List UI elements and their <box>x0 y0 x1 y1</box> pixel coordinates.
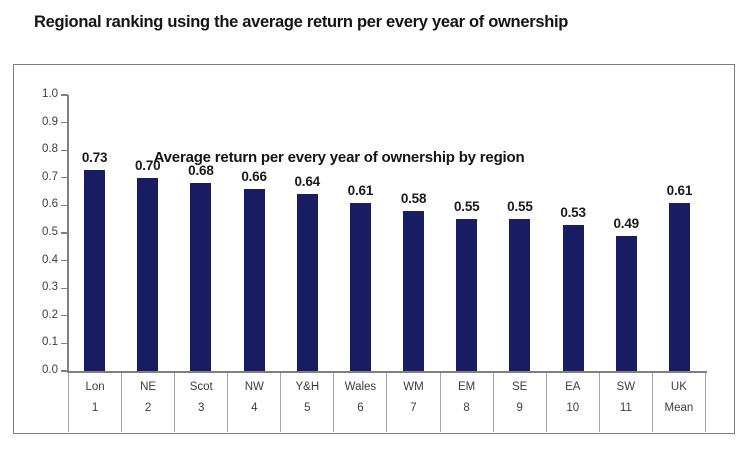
x-category-rank: Mean <box>664 401 694 414</box>
bar-value-label: 0.64 <box>294 174 321 189</box>
bar-value-label: 0.49 <box>613 216 640 231</box>
y-tick-label: 0.4 <box>42 253 58 266</box>
y-tick-mark <box>61 94 68 96</box>
bar-NW <box>243 189 265 371</box>
bar-value-label: 0.66 <box>241 169 267 184</box>
y-tick-mark <box>61 370 68 372</box>
page-title: Regional ranking using the average retur… <box>34 13 569 31</box>
x-category-rank: 6 <box>357 401 364 414</box>
x-category-cell-Wales: Wales 6 <box>333 372 386 432</box>
y-tick-label: 0.5 <box>42 226 58 238</box>
bar-Scot <box>190 183 212 371</box>
bar-WM <box>403 211 425 371</box>
bar-Wales <box>349 203 371 371</box>
bar-value-label: 0.61 <box>347 183 374 198</box>
x-category-name: UK <box>670 380 687 393</box>
bar-SW <box>615 236 637 371</box>
bar-EA <box>562 225 584 371</box>
x-category-rank: 4 <box>251 401 258 414</box>
bar-UK <box>668 203 690 371</box>
y-tick-mark <box>61 315 68 317</box>
x-category-rank: 7 <box>410 401 417 414</box>
x-category-name: SW <box>616 380 636 393</box>
x-category-cell-Scot: Scot 3 <box>174 372 227 432</box>
y-tick-label: 0.0 <box>42 364 58 376</box>
x-category-name: Y&H <box>295 380 320 393</box>
x-category-name: Lon <box>85 380 105 393</box>
x-axis-line <box>67 371 707 373</box>
y-tick-label: 0.7 <box>42 170 58 183</box>
x-category-cell-UK: UK Mean <box>651 372 706 432</box>
bar-value-label: 0.53 <box>560 205 586 220</box>
x-category-name: WM <box>403 380 424 393</box>
y-axis-line <box>67 95 69 372</box>
x-category-name: NW <box>244 380 264 393</box>
y-tick-mark <box>61 149 68 151</box>
bar-value-label: 0.58 <box>400 191 427 206</box>
x-category-name: SE <box>511 380 528 393</box>
bar-Lon <box>84 170 106 371</box>
y-tick-label: 0.3 <box>42 281 58 294</box>
x-category-rank: 2 <box>144 401 152 414</box>
y-tick-mark <box>61 342 68 344</box>
y-tick-label: 0.6 <box>42 198 58 211</box>
chart-title: Average return per every year of ownersh… <box>153 149 525 166</box>
x-category-rank: 1 <box>91 401 99 414</box>
plot-area: 0.73 0.70 0.68 0.66 0.64 0.61 0.58 0.55 0.55 0.53… <box>68 95 706 371</box>
x-category-cell-NE: NE 2 <box>121 372 174 432</box>
x-axis-category-labels: Lon 1 NE 2 Scot 3 NW 4 Y&H 5 Wales 6 WM 7 EM 8 SE 9 EA 10 SW… <box>68 372 706 432</box>
x-category-rank: 5 <box>304 401 311 414</box>
y-tick-label: 0.1 <box>42 336 58 349</box>
x-category-rank: 8 <box>463 401 470 414</box>
bar-EM <box>456 219 478 371</box>
y-tick-mark <box>61 287 68 289</box>
x-category-cell-Y&H: Y&H 5 <box>280 372 333 432</box>
x-category-rank: 9 <box>516 401 523 414</box>
x-category-cell-EM: EM 8 <box>439 372 493 432</box>
y-tick-label: 0.2 <box>42 308 58 321</box>
x-category-rank: 10 <box>566 401 580 414</box>
bar-value-label: 0.55 <box>507 199 533 214</box>
bar-SE <box>509 219 531 371</box>
bar-value-label: 0.70 <box>135 158 161 173</box>
x-category-name: EA <box>565 380 581 393</box>
bar-value-label: 0.68 <box>188 163 214 178</box>
x-category-name: EM <box>457 380 476 393</box>
bar-NE <box>137 178 159 371</box>
y-tick-mark <box>61 204 68 206</box>
bar-value-label: 0.73 <box>81 150 108 165</box>
x-category-cell-SW: SW 11 <box>598 372 652 432</box>
x-category-cell-NW: NW 4 <box>227 372 280 432</box>
x-category-rank: 11 <box>619 401 632 414</box>
x-category-cell-EA: EA 10 <box>545 372 599 432</box>
x-category-cell-WM: WM 7 <box>386 372 439 432</box>
bar-value-label: 0.55 <box>454 199 480 214</box>
y-tick-label: 1.0 <box>42 88 58 100</box>
x-category-rank: 3 <box>197 401 205 414</box>
x-category-cell-SE: SE 9 <box>492 372 546 432</box>
y-tick-mark <box>61 122 68 124</box>
y-tick-mark <box>61 232 68 234</box>
y-tick-mark <box>61 260 68 262</box>
bar-value-label: 0.61 <box>666 183 693 198</box>
x-category-name: NE <box>140 380 157 393</box>
x-category-name: Wales <box>344 380 377 393</box>
x-category-cell-Lon: Lon 1 <box>68 372 121 432</box>
y-tick-mark <box>61 177 68 179</box>
y-tick-label: 0.8 <box>42 143 58 156</box>
x-category-name: Scot <box>189 380 213 393</box>
y-tick-label: 0.9 <box>42 115 58 128</box>
bar-Y&H <box>296 194 318 371</box>
